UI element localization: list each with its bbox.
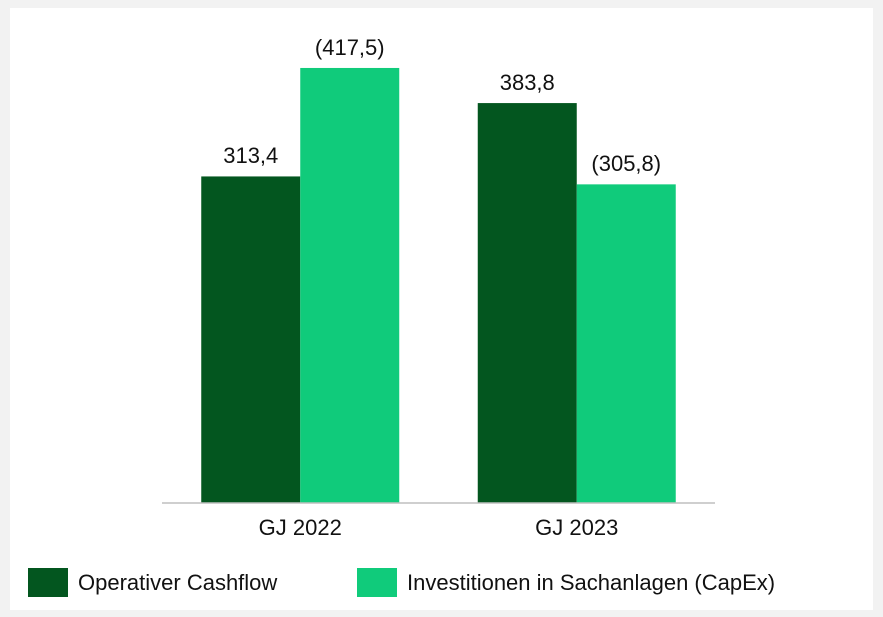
bar <box>201 176 301 503</box>
legend-label: Investitionen in Sachanlagen (CapEx) <box>407 570 775 595</box>
legend-swatch <box>28 568 68 597</box>
chart-background <box>10 8 873 610</box>
bar <box>477 103 577 504</box>
legend-label: Operativer Cashflow <box>78 570 277 595</box>
data-label: 313,4 <box>223 143 278 168</box>
x-tick-label: GJ 2023 <box>535 515 618 540</box>
x-tick-label: GJ 2022 <box>259 515 342 540</box>
legend-swatch <box>357 568 397 597</box>
data-label: 383,8 <box>500 70 555 95</box>
data-label: (305,8) <box>591 151 661 176</box>
bar <box>300 67 400 503</box>
bar <box>576 184 676 504</box>
data-label: (417,5) <box>315 35 385 60</box>
